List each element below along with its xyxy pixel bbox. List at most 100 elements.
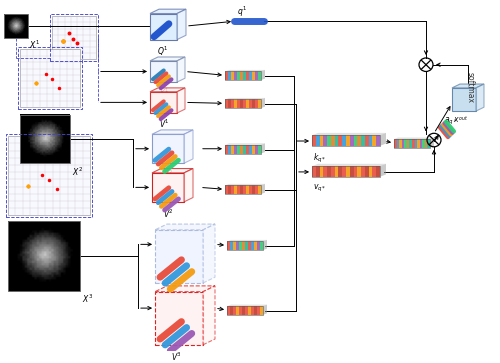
Polygon shape xyxy=(263,240,267,250)
Polygon shape xyxy=(261,70,265,80)
Bar xyxy=(4,15,28,38)
Polygon shape xyxy=(237,145,240,154)
Polygon shape xyxy=(410,139,412,148)
Polygon shape xyxy=(184,168,193,202)
Polygon shape xyxy=(428,139,430,148)
Polygon shape xyxy=(358,135,361,146)
Polygon shape xyxy=(261,184,265,194)
Text: $X^{out}$: $X^{out}$ xyxy=(453,114,468,125)
Polygon shape xyxy=(257,241,260,250)
Polygon shape xyxy=(402,139,404,148)
Polygon shape xyxy=(261,98,265,108)
Polygon shape xyxy=(239,306,242,315)
Polygon shape xyxy=(422,139,425,148)
Polygon shape xyxy=(243,72,246,80)
Polygon shape xyxy=(237,185,240,194)
Polygon shape xyxy=(150,61,177,82)
Polygon shape xyxy=(407,139,410,148)
Text: $V^3$: $V^3$ xyxy=(170,351,181,363)
Polygon shape xyxy=(155,224,215,230)
Text: $V^1$: $V^1$ xyxy=(158,118,170,130)
Polygon shape xyxy=(368,166,372,177)
Polygon shape xyxy=(254,241,257,250)
Polygon shape xyxy=(152,173,184,202)
Polygon shape xyxy=(228,72,231,80)
Polygon shape xyxy=(228,185,231,194)
Polygon shape xyxy=(425,139,428,148)
Polygon shape xyxy=(240,145,243,154)
Polygon shape xyxy=(225,145,228,154)
Polygon shape xyxy=(155,230,203,283)
Text: $X^2$: $X^2$ xyxy=(72,165,83,178)
Bar xyxy=(8,136,90,215)
Polygon shape xyxy=(231,99,234,108)
Polygon shape xyxy=(380,164,386,177)
Polygon shape xyxy=(365,135,368,146)
Polygon shape xyxy=(412,139,414,148)
Polygon shape xyxy=(152,134,184,163)
Polygon shape xyxy=(240,72,243,80)
Polygon shape xyxy=(346,135,350,146)
Polygon shape xyxy=(251,306,254,315)
Polygon shape xyxy=(249,145,252,154)
Polygon shape xyxy=(320,135,324,146)
Polygon shape xyxy=(350,135,354,146)
Polygon shape xyxy=(361,135,365,146)
Polygon shape xyxy=(248,306,251,315)
Text: $V^2$: $V^2$ xyxy=(162,208,173,220)
Polygon shape xyxy=(243,145,246,154)
Polygon shape xyxy=(150,13,177,40)
Polygon shape xyxy=(368,135,372,146)
Polygon shape xyxy=(230,306,233,315)
Polygon shape xyxy=(155,286,215,292)
Polygon shape xyxy=(227,306,230,315)
Polygon shape xyxy=(177,57,185,82)
Polygon shape xyxy=(254,306,257,315)
Polygon shape xyxy=(430,138,434,148)
Text: $X^3$: $X^3$ xyxy=(82,293,94,305)
Polygon shape xyxy=(252,72,255,80)
Polygon shape xyxy=(203,286,215,345)
Polygon shape xyxy=(476,84,484,111)
Polygon shape xyxy=(234,185,237,194)
Polygon shape xyxy=(231,145,234,154)
Polygon shape xyxy=(316,166,320,177)
Text: $k_{q*}$: $k_{q*}$ xyxy=(313,152,326,165)
Polygon shape xyxy=(252,185,255,194)
Polygon shape xyxy=(228,99,231,108)
Polygon shape xyxy=(327,135,331,146)
Polygon shape xyxy=(234,99,237,108)
Polygon shape xyxy=(365,166,368,177)
Polygon shape xyxy=(342,135,346,146)
Polygon shape xyxy=(255,145,258,154)
Polygon shape xyxy=(231,185,234,194)
Polygon shape xyxy=(380,133,386,146)
Polygon shape xyxy=(361,166,365,177)
Text: $a_{q*}$: $a_{q*}$ xyxy=(444,115,458,127)
Polygon shape xyxy=(246,99,249,108)
Polygon shape xyxy=(245,241,248,250)
Text: $K^2$: $K^2$ xyxy=(162,169,173,182)
Polygon shape xyxy=(240,185,243,194)
Polygon shape xyxy=(246,145,249,154)
Polygon shape xyxy=(242,306,245,315)
Polygon shape xyxy=(251,241,254,250)
Polygon shape xyxy=(152,130,193,134)
Polygon shape xyxy=(184,130,193,163)
Polygon shape xyxy=(258,72,261,80)
Polygon shape xyxy=(249,72,252,80)
Text: $q^1$: $q^1$ xyxy=(237,5,247,19)
Polygon shape xyxy=(394,139,396,148)
Polygon shape xyxy=(255,99,258,108)
Polygon shape xyxy=(404,139,407,148)
Bar xyxy=(52,16,96,59)
Polygon shape xyxy=(354,135,358,146)
Polygon shape xyxy=(233,241,236,250)
Polygon shape xyxy=(452,88,476,111)
Polygon shape xyxy=(260,241,263,250)
Polygon shape xyxy=(225,99,228,108)
Polygon shape xyxy=(372,166,376,177)
Polygon shape xyxy=(258,145,261,154)
Polygon shape xyxy=(260,306,263,315)
Polygon shape xyxy=(249,99,252,108)
